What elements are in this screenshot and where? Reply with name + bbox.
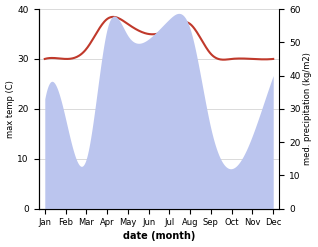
X-axis label: date (month): date (month) — [123, 231, 195, 242]
Y-axis label: max temp (C): max temp (C) — [5, 80, 15, 138]
Y-axis label: med. precipitation (kg/m2): med. precipitation (kg/m2) — [303, 52, 313, 165]
